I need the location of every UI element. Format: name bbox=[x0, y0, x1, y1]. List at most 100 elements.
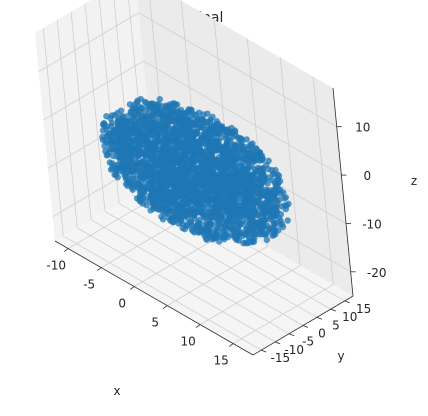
data-point bbox=[272, 203, 279, 211]
data-point bbox=[251, 219, 258, 226]
z-tick-label: 10 bbox=[355, 121, 370, 135]
data-point bbox=[284, 217, 291, 224]
data-point bbox=[247, 208, 255, 216]
data-point bbox=[137, 145, 144, 152]
data-point bbox=[256, 157, 263, 164]
data-point bbox=[135, 150, 142, 158]
data-point bbox=[206, 161, 213, 168]
data-point bbox=[153, 139, 160, 147]
data-point bbox=[152, 184, 159, 192]
gridline-x bbox=[279, 57, 301, 266]
data-point bbox=[182, 138, 189, 145]
data-point bbox=[244, 185, 251, 192]
data-point bbox=[169, 195, 176, 202]
data-point bbox=[183, 191, 190, 198]
data-point bbox=[184, 113, 191, 120]
data-point bbox=[221, 184, 228, 192]
data-point bbox=[128, 144, 136, 151]
data-point bbox=[124, 161, 131, 169]
data-point bbox=[243, 136, 250, 143]
data-point bbox=[142, 134, 149, 141]
data-point bbox=[152, 146, 159, 153]
data-point bbox=[251, 186, 258, 193]
x-tick-label: -10 bbox=[46, 259, 66, 273]
data-point bbox=[249, 147, 257, 154]
gridline-z bbox=[38, 12, 139, 73]
data-point bbox=[236, 219, 243, 226]
data-point bbox=[111, 133, 119, 140]
data-point bbox=[216, 210, 223, 217]
data-point bbox=[153, 198, 161, 206]
data-point bbox=[124, 112, 132, 120]
data-point bbox=[227, 201, 234, 208]
data-point bbox=[137, 174, 144, 181]
data-point bbox=[270, 228, 277, 235]
data-point bbox=[197, 147, 205, 155]
data-point bbox=[261, 231, 269, 238]
data-point bbox=[166, 157, 173, 164]
data-point bbox=[147, 165, 154, 172]
data-point bbox=[151, 168, 159, 175]
data-point bbox=[188, 226, 196, 233]
data-point bbox=[143, 151, 150, 159]
y-tick-label: 10 bbox=[342, 310, 357, 324]
data-point bbox=[190, 194, 197, 201]
data-point bbox=[163, 124, 170, 132]
data-point bbox=[123, 154, 131, 161]
data-point bbox=[209, 214, 216, 221]
y-axis-label: y bbox=[337, 349, 344, 363]
gridline-y bbox=[42, 28, 64, 237]
data-point bbox=[263, 193, 270, 200]
data-point bbox=[169, 208, 176, 215]
data-point bbox=[136, 186, 143, 193]
data-point bbox=[169, 108, 177, 116]
data-point bbox=[230, 146, 238, 153]
data-point bbox=[169, 162, 176, 169]
data-point bbox=[166, 199, 173, 207]
data-point bbox=[240, 240, 247, 247]
y-tick-mark bbox=[288, 333, 295, 337]
data-point bbox=[170, 168, 177, 175]
data-point bbox=[99, 121, 107, 128]
data-point bbox=[216, 233, 223, 240]
data-point bbox=[241, 179, 248, 186]
y-tick-label: -10 bbox=[284, 343, 304, 357]
data-point bbox=[210, 166, 217, 173]
gridline-y bbox=[56, 19, 78, 228]
data-point bbox=[241, 208, 248, 215]
data-point bbox=[148, 152, 156, 160]
data-point bbox=[204, 231, 212, 239]
data-point bbox=[231, 165, 239, 172]
data-point bbox=[177, 173, 185, 180]
data-point bbox=[210, 122, 218, 129]
data-point bbox=[224, 126, 232, 133]
gridline-y bbox=[104, 211, 304, 326]
data-point bbox=[203, 223, 210, 230]
data-point bbox=[235, 139, 243, 147]
data-point bbox=[178, 199, 185, 207]
y-tick-mark bbox=[302, 325, 309, 328]
data-point bbox=[121, 142, 128, 149]
data-point bbox=[207, 150, 215, 157]
data-point bbox=[119, 160, 126, 167]
data-point bbox=[265, 187, 272, 194]
data-point bbox=[194, 219, 202, 226]
data-point bbox=[185, 161, 192, 169]
data-point bbox=[282, 194, 289, 201]
data-point bbox=[141, 123, 148, 130]
data-point bbox=[204, 110, 211, 117]
data-point bbox=[111, 145, 119, 153]
data-point bbox=[112, 171, 120, 179]
y-tick-mark bbox=[261, 349, 267, 353]
data-point bbox=[162, 161, 169, 168]
data-point bbox=[153, 110, 160, 118]
data-point bbox=[190, 119, 197, 127]
data-point bbox=[143, 202, 150, 209]
data-point bbox=[249, 155, 256, 162]
data-point bbox=[269, 170, 276, 178]
data-point bbox=[197, 141, 205, 148]
data-point bbox=[178, 122, 186, 129]
data-point bbox=[170, 125, 178, 132]
data-point bbox=[197, 194, 204, 201]
